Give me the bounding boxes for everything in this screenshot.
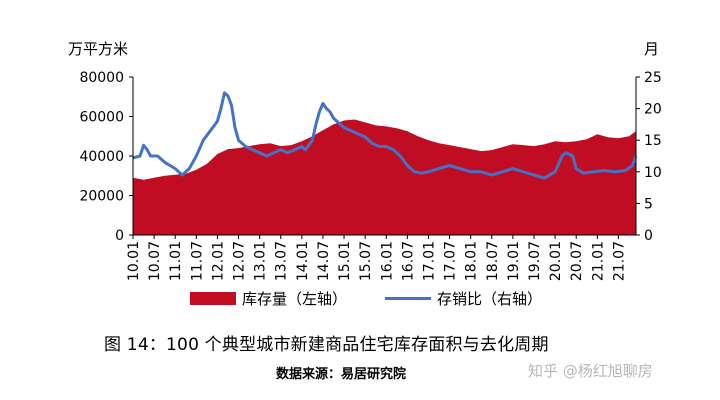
x-tick-label: 17.01	[421, 241, 437, 281]
x-tick-label: 14.01	[295, 241, 311, 281]
x-tick-label: 16.01	[379, 241, 395, 281]
right-tick-label: 0	[644, 228, 653, 244]
left-tick-label: 20000	[79, 189, 124, 205]
x-tick-label: 15.01	[337, 241, 353, 281]
x-tick-label: 10.01	[126, 241, 142, 281]
stock-area	[133, 119, 636, 235]
x-tick-label: 17.07	[443, 241, 459, 281]
x-tick-label: 13.01	[253, 241, 269, 281]
data-source: 数据来源：易居研究院	[276, 367, 407, 382]
legend: 库存量（左轴） 存销比（右轴）	[190, 288, 580, 309]
right-tick-label: 5	[644, 196, 653, 212]
x-tick-label: 20.07	[569, 241, 585, 281]
left-tick-label: 80000	[79, 70, 124, 86]
left-axis-unit: 万平方米	[68, 40, 129, 58]
x-tick-label: 12.01	[210, 241, 226, 281]
x-tick-label: 20.01	[548, 241, 564, 281]
x-tick-label: 10.07	[147, 241, 163, 281]
x-tick-label: 11.01	[168, 241, 184, 281]
left-tick-label: 0	[115, 228, 124, 244]
right-tick-label: 25	[644, 70, 662, 86]
legend-swatch-stock	[190, 292, 236, 305]
right-tick-label: 20	[644, 102, 662, 118]
x-tick-label: 15.07	[358, 241, 374, 281]
right-tick-label: 10	[644, 165, 662, 181]
x-tick-label: 12.07	[232, 241, 248, 281]
x-tick-label: 18.07	[485, 241, 501, 281]
watermark: 知乎 @杨红旭聊房	[528, 362, 653, 380]
x-tick-label: 13.07	[274, 241, 290, 281]
x-tick-label: 19.01	[506, 241, 522, 281]
x-tick-label: 18.01	[464, 241, 480, 281]
legend-label-ratio: 存销比（右轴）	[437, 290, 543, 308]
x-tick-label: 14.07	[316, 241, 332, 281]
legend-item-stock: 库存量（左轴）	[190, 288, 347, 309]
figure-caption: 图 14：100 个典型城市新建商品住宅库存面积与去化周期	[104, 335, 549, 355]
x-tick-label: 11.07	[189, 241, 205, 281]
legend-label-stock: 库存量（左轴）	[242, 290, 348, 308]
right-axis-unit: 月	[644, 40, 660, 58]
x-tick-label: 19.07	[527, 241, 543, 281]
ratio-line	[132, 91, 638, 180]
x-tick-label: 21.01	[590, 241, 606, 281]
right-tick-label: 15	[644, 133, 662, 149]
left-tick-label: 60000	[79, 110, 124, 126]
x-tick-label: 16.07	[400, 241, 416, 281]
legend-item-ratio: 存销比（右轴）	[385, 288, 542, 309]
legend-swatch-ratio	[385, 297, 432, 300]
left-tick-label: 40000	[79, 149, 124, 165]
x-tick-label: 21.07	[611, 241, 627, 281]
